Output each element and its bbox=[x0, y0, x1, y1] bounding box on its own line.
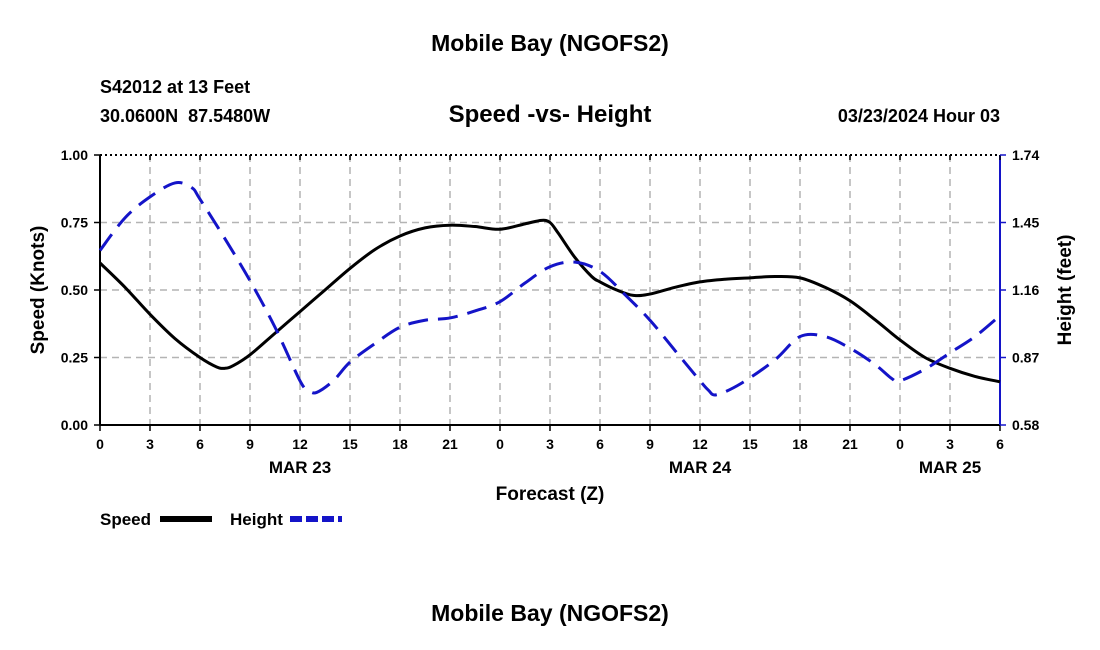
x-tick-label: 21 bbox=[442, 436, 458, 452]
date-label: MAR 25 bbox=[919, 458, 981, 477]
x-tick-label: 15 bbox=[742, 436, 758, 452]
x-tick-label: 3 bbox=[946, 436, 954, 452]
x-tick-label: 3 bbox=[146, 436, 154, 452]
x-tick-label: 9 bbox=[646, 436, 654, 452]
legend-label-speed: Speed bbox=[100, 510, 151, 529]
y-tick-label-right: 0.58 bbox=[1012, 417, 1039, 433]
x-tick-label: 3 bbox=[546, 436, 554, 452]
x-tick-label: 12 bbox=[292, 436, 308, 452]
station-coordinates: 30.0600N 87.5480W bbox=[100, 106, 271, 126]
chart-subtitle: Speed -vs- Height bbox=[448, 101, 652, 128]
x-tick-label: 6 bbox=[996, 436, 1004, 452]
x-tick-label: 0 bbox=[96, 436, 104, 452]
date-label: MAR 24 bbox=[669, 458, 732, 477]
chart-main-title: Mobile Bay (NGOFS2) bbox=[431, 30, 669, 56]
station-label: S42012 at 13 Feet bbox=[100, 77, 251, 97]
footer-title: Mobile Bay (NGOFS2) bbox=[431, 600, 669, 626]
y-axis-label-right: Height (feet) bbox=[1055, 235, 1076, 346]
x-axis-label: Forecast (Z) bbox=[496, 484, 605, 505]
y-tick-label-left: 0.75 bbox=[61, 215, 88, 231]
x-tick-label: 0 bbox=[496, 436, 504, 452]
y-tick-label-right: 1.45 bbox=[1012, 215, 1039, 231]
y-tick-label-left: 0.50 bbox=[61, 282, 88, 298]
x-tick-label: 9 bbox=[246, 436, 254, 452]
y-tick-label-right: 1.74 bbox=[1012, 147, 1039, 163]
x-tick-label: 6 bbox=[196, 436, 204, 452]
x-tick-label: 0 bbox=[896, 436, 904, 452]
y-tick-label-left: 0.25 bbox=[61, 350, 88, 366]
date-label: MAR 23 bbox=[269, 458, 331, 477]
x-tick-label: 18 bbox=[792, 436, 808, 452]
x-tick-label: 18 bbox=[392, 436, 408, 452]
y-tick-label-right: 1.16 bbox=[1012, 282, 1039, 298]
x-tick-label: 21 bbox=[842, 436, 858, 452]
y-tick-label-right: 0.87 bbox=[1012, 350, 1039, 366]
legend-label-height: Height bbox=[230, 510, 283, 529]
y-tick-label-left: 0.00 bbox=[61, 417, 88, 433]
y-axis-label-left: Speed (Knots) bbox=[28, 226, 49, 355]
x-tick-label: 6 bbox=[596, 436, 604, 452]
series-line-speed bbox=[98, 218, 1001, 384]
forecast-datetime: 03/23/2024 Hour 03 bbox=[837, 106, 1000, 126]
series-line-height bbox=[98, 181, 1001, 397]
x-tick-label: 12 bbox=[692, 436, 708, 452]
y-tick-label-left: 1.00 bbox=[61, 147, 88, 163]
x-tick-label: 15 bbox=[342, 436, 358, 452]
